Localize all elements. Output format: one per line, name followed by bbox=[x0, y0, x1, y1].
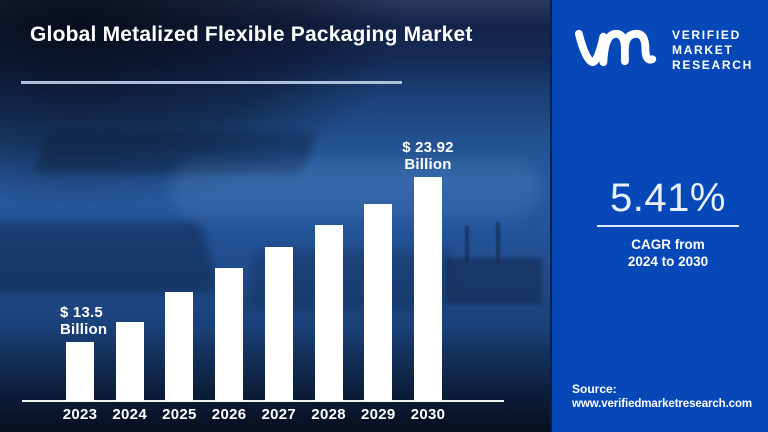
cagr-block: 5.41% CAGR from 2024 to 2030 bbox=[560, 176, 768, 270]
vmr-logo: VERIFIED MARKET RESEARCH ® bbox=[572, 24, 753, 73]
x-tick-label: 2028 bbox=[311, 406, 346, 423]
x-tick-label: 2030 bbox=[410, 406, 446, 423]
bar-2026 bbox=[215, 268, 244, 401]
brand-panel: VERIFIED MARKET RESEARCH ® 5.41% CAGR fr… bbox=[550, 0, 768, 432]
brand-name-line: RESEARCH bbox=[672, 58, 753, 72]
cagr-caption-line2: 2024 to 2030 bbox=[627, 254, 709, 269]
x-tick-label: 2029 bbox=[361, 406, 396, 423]
x-tick-label: 2025 bbox=[162, 406, 197, 423]
bar-chart: 2023 2024 2025 2026 2027 2028 2029 2030 $ 13.5 … bbox=[22, 139, 504, 423]
bar-2025 bbox=[165, 292, 194, 401]
brand-name-line: VERIFIED bbox=[672, 28, 741, 42]
page-title: Global Metalized Flexible Packaging Mark… bbox=[30, 23, 473, 46]
cagr-caption-line1: CAGR from bbox=[631, 237, 705, 252]
x-axis-line bbox=[22, 400, 504, 402]
bar-2029 bbox=[364, 204, 393, 401]
bar-2028 bbox=[314, 225, 343, 401]
source-block: Source: www.verifiedmarketresearch.com bbox=[572, 382, 752, 412]
cagr-underline bbox=[597, 225, 739, 227]
x-tick-label: 2024 bbox=[112, 406, 147, 423]
x-tick-label: 2027 bbox=[261, 406, 297, 423]
brand-name-line: MARKET bbox=[672, 43, 734, 57]
x-tick-label: 2026 bbox=[211, 406, 247, 423]
brand-name: VERIFIED MARKET RESEARCH bbox=[672, 28, 753, 73]
bar-value-annotation: $ 13.5 Billion bbox=[60, 304, 108, 338]
x-tick-label: 2023 bbox=[62, 406, 98, 423]
vmr-monogram-icon bbox=[574, 29, 657, 67]
bar-2024 bbox=[115, 322, 144, 401]
source-url[interactable]: www.verifiedmarketresearch.com bbox=[572, 398, 753, 410]
bar-2023 bbox=[66, 342, 94, 401]
bar-2027 bbox=[264, 247, 293, 401]
title-underline bbox=[21, 81, 402, 84]
cagr-value: 5.41% bbox=[610, 176, 726, 220]
bar-value-annotation: $ 23.92 Billion bbox=[402, 139, 454, 173]
bar-2030 bbox=[414, 177, 442, 401]
source-label: Source: bbox=[572, 382, 617, 396]
